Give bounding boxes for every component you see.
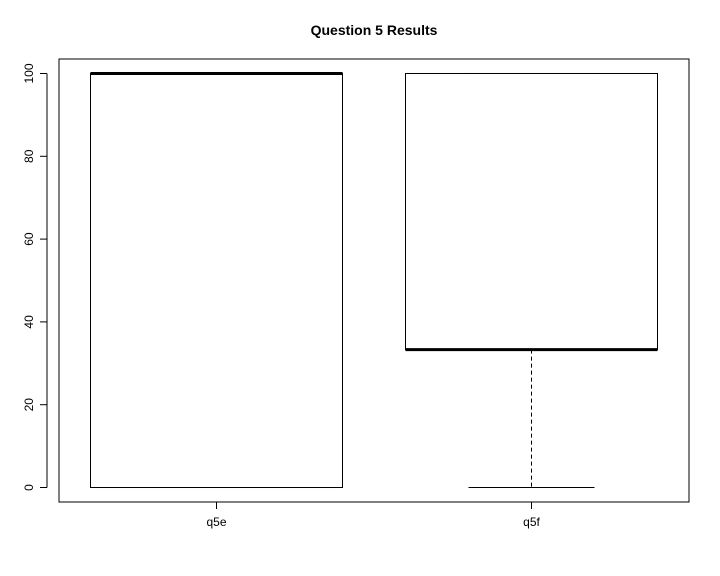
y-axis: 0 20 40 60 80 100	[22, 63, 48, 491]
y-tick-label: 40	[22, 315, 36, 329]
y-tick-label: 80	[22, 149, 36, 163]
plot-area-frame	[58, 58, 690, 503]
x-tick-label: q5f	[523, 515, 540, 529]
x-tick-label: q5e	[206, 515, 226, 529]
boxplot-series	[90, 71, 658, 489]
x-axis: q5e q5f	[206, 502, 541, 529]
y-tick-label: 60	[22, 232, 36, 246]
box-q5e	[90, 71, 343, 489]
y-tick-label: 20	[22, 398, 36, 412]
chart-title: Question 5 Results	[311, 22, 438, 38]
box-q5f	[405, 72, 658, 489]
box-rect	[90, 72, 343, 489]
y-tick-label: 100	[22, 63, 36, 83]
box-rect	[405, 72, 658, 351]
y-tick-label: 0	[22, 484, 36, 491]
